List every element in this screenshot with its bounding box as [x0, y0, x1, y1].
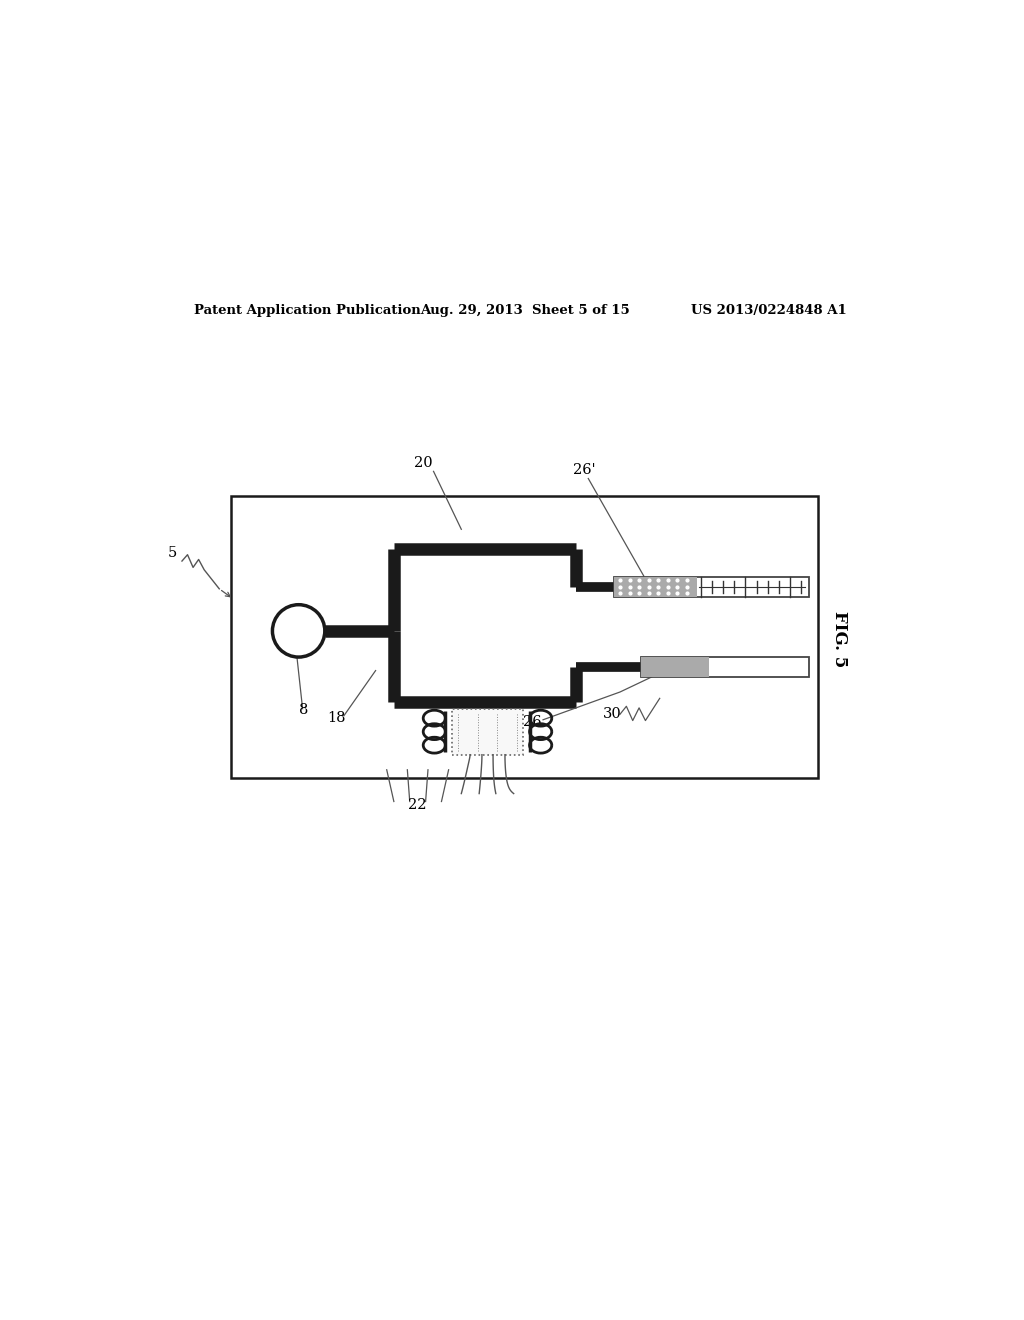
Text: 30: 30 [602, 708, 622, 721]
Bar [231, 496, 818, 777]
Text: FIG. 5: FIG. 5 [831, 611, 848, 667]
Text: 5: 5 [168, 546, 177, 560]
Bar [613, 577, 809, 597]
Text: 8: 8 [299, 704, 309, 717]
Bar [452, 709, 523, 755]
Text: Patent Application Publication: Patent Application Publication [194, 304, 421, 317]
Text: 18: 18 [328, 711, 346, 725]
Text: US 2013/0224848 A1: US 2013/0224848 A1 [691, 304, 847, 317]
Bar [613, 577, 697, 597]
Text: Aug. 29, 2013  Sheet 5 of 15: Aug. 29, 2013 Sheet 5 of 15 [420, 304, 630, 317]
Text: 20: 20 [414, 455, 432, 470]
Text: 26': 26' [573, 463, 596, 477]
Bar [641, 656, 709, 677]
Bar [641, 656, 809, 677]
Text: 26: 26 [523, 715, 542, 729]
Circle shape [272, 605, 325, 657]
Text: 22: 22 [409, 799, 427, 812]
